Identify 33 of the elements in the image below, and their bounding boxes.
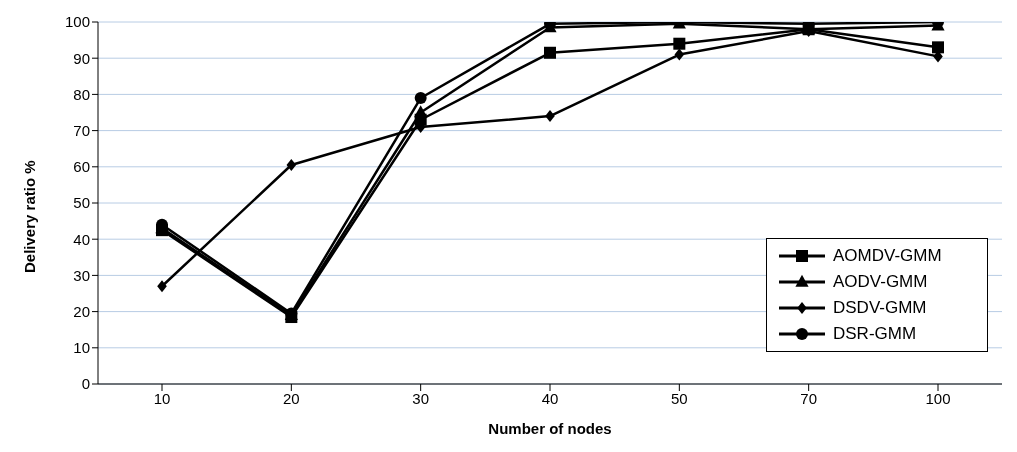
x-tick-label: 50: [670, 389, 688, 407]
legend-label: AODV-GMM: [833, 271, 928, 293]
y-tick-label: 100: [64, 13, 90, 31]
x-tick-label: 20: [282, 389, 300, 407]
legend-label: DSDV-GMM: [833, 297, 927, 319]
point: [544, 46, 556, 59]
point: [286, 158, 297, 171]
y-tick-label: 50: [73, 194, 90, 212]
x-tick-label: 10: [153, 389, 171, 407]
point: [674, 48, 685, 61]
y-tick-label: 30: [73, 266, 90, 284]
point: [545, 110, 555, 123]
legend-label: AOMDV-GMM: [833, 245, 942, 267]
point: [932, 41, 944, 54]
y-tick-label: 40: [73, 230, 90, 248]
y-tick-label: 20: [73, 302, 90, 320]
x-tick-label: 30: [412, 389, 430, 407]
point: [673, 37, 686, 50]
y-tick-label: 70: [73, 121, 90, 139]
y-tick-label: 90: [73, 49, 90, 67]
point: [414, 105, 428, 118]
point: [157, 280, 167, 293]
y-tick-label: 60: [73, 158, 90, 176]
y-tick-label: 80: [73, 85, 90, 103]
y-axis-title: Delivery ratio %: [21, 160, 39, 273]
y-tick-label: 0: [81, 375, 90, 393]
x-tick-label: 40: [541, 389, 559, 407]
legend-label: DSR-GMM: [833, 323, 917, 345]
x-tick-label: 100: [925, 389, 951, 407]
y-tick-label: 10: [73, 339, 90, 357]
x-axis-title: Number of nodes: [488, 420, 612, 437]
point: [414, 92, 427, 105]
x-tick-label: 70: [800, 389, 818, 407]
